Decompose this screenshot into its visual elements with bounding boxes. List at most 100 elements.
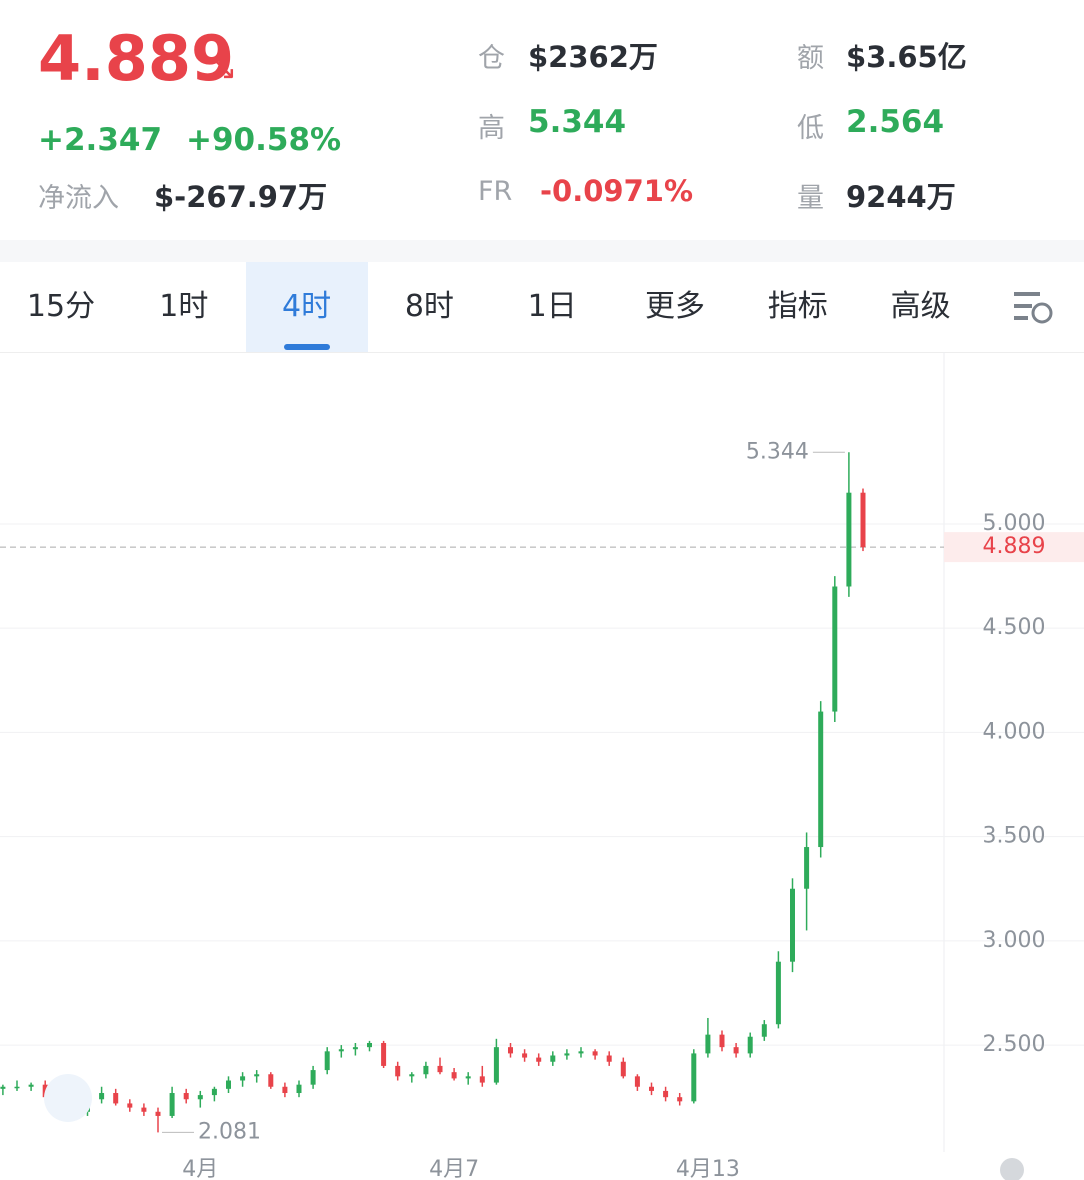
candle-body	[155, 1111, 161, 1116]
tab[interactable]: 1日	[527, 289, 577, 324]
candle-body	[296, 1084, 302, 1094]
candle-body	[240, 1076, 246, 1081]
candle-body	[508, 1047, 513, 1054]
netflow: $-267.97万	[154, 180, 328, 214]
last-price: 4.889	[38, 22, 235, 95]
candle-body	[338, 1049, 344, 1052]
candle-body	[620, 1061, 626, 1077]
candle-body	[846, 492, 852, 587]
change-pct: +90.58%	[186, 122, 342, 158]
tab[interactable]: 4时	[245, 262, 368, 352]
y-tick-label: 3.500	[983, 824, 1046, 849]
candle-body	[818, 711, 824, 848]
candle-body	[409, 1074, 415, 1077]
candle-body	[99, 1093, 105, 1100]
candle-body	[324, 1051, 330, 1071]
x-tick-label: 4月	[182, 1157, 218, 1180]
candle-body	[367, 1042, 372, 1048]
candle-body	[747, 1036, 753, 1054]
tab[interactable]: 高级	[890, 289, 951, 324]
interval-tabs: 15分 1时 4时 8时 1日 更多 指标 高级	[0, 262, 1084, 353]
candle-body	[522, 1053, 528, 1058]
stat-value: $3.65亿	[846, 40, 967, 74]
candle-body	[606, 1055, 612, 1062]
last-price-label: 4.889	[983, 534, 1046, 559]
candle-body	[141, 1107, 147, 1112]
stat-label: FR	[478, 176, 513, 207]
candle-body	[719, 1034, 725, 1048]
settings-icon	[1014, 292, 1040, 296]
candle-body	[733, 1047, 739, 1054]
candle-body	[211, 1088, 217, 1096]
tab[interactable]: 指标	[767, 289, 828, 324]
candle-body	[310, 1070, 316, 1085]
candle-body	[691, 1053, 697, 1102]
tab[interactable]: 8时	[404, 289, 454, 324]
stat-label: 高	[478, 113, 505, 144]
candle-body	[775, 961, 781, 1025]
candle-body	[705, 1034, 711, 1054]
candle-body	[451, 1072, 457, 1079]
candle-body	[183, 1093, 189, 1100]
trend-icon: ↘	[212, 52, 238, 87]
candle-body	[550, 1055, 556, 1062]
candle-body	[226, 1080, 231, 1089]
candle-body	[479, 1076, 485, 1083]
kline-badge	[1000, 1158, 1024, 1180]
stat-value: 9244万	[846, 180, 956, 214]
stat-label: 额	[797, 43, 824, 74]
candle-body	[465, 1076, 471, 1079]
x-tick-label: 4月7	[429, 1157, 479, 1180]
last-price-bg	[944, 532, 1084, 563]
stat-label: 仓	[478, 43, 505, 74]
candle-body	[14, 1086, 20, 1089]
change: +2.347	[38, 122, 163, 158]
candle-body	[790, 888, 795, 962]
stat-label: 量	[797, 183, 824, 214]
candle-body	[395, 1065, 401, 1077]
high-marker-label: 5.344	[746, 439, 809, 464]
candle-body	[254, 1074, 260, 1077]
candle-body	[832, 586, 838, 712]
candle-body	[578, 1051, 584, 1054]
y-tick-label: 4.500	[983, 615, 1046, 640]
candle-body	[536, 1057, 542, 1062]
candle-body	[282, 1086, 288, 1094]
candle-body	[423, 1065, 429, 1075]
candle-body	[649, 1086, 654, 1091]
stat-value: $2362万	[528, 40, 658, 74]
candle-body	[127, 1103, 133, 1108]
tab[interactable]: 更多	[645, 289, 705, 324]
candle-body	[663, 1090, 669, 1098]
y-tick-label: 4.000	[983, 719, 1046, 744]
candle-body	[592, 1051, 598, 1056]
candle-body	[634, 1076, 640, 1087]
settings-icon	[1014, 316, 1028, 320]
candle-body	[437, 1065, 443, 1073]
stat-value: 2.564	[846, 104, 945, 140]
candle-body	[860, 492, 866, 548]
candle-body	[169, 1093, 175, 1116]
low-marker-label: 2.081	[198, 1119, 261, 1144]
expand-button	[44, 1074, 92, 1122]
stat-label: 低	[797, 113, 824, 144]
stat-value: 5.344	[528, 104, 627, 140]
x-tick-label: 4月13	[676, 1157, 740, 1180]
separator	[0, 240, 1084, 262]
tab[interactable]: 15分	[26, 289, 96, 324]
candle-body	[268, 1074, 274, 1087]
settings-icon	[1014, 304, 1032, 308]
stat-value: -0.0971%	[540, 174, 694, 208]
candle-body	[564, 1053, 570, 1056]
candle-body	[197, 1095, 203, 1100]
netflow-label: 净流入	[38, 183, 119, 214]
candle-body	[28, 1084, 34, 1087]
candle-body	[0, 1086, 6, 1089]
candle-body	[677, 1097, 683, 1102]
tab[interactable]: 1时	[159, 289, 209, 324]
candle-body	[761, 1024, 767, 1037]
candle-body	[113, 1093, 119, 1104]
y-tick-label: 2.500	[983, 1032, 1046, 1057]
candle-body	[804, 847, 810, 889]
